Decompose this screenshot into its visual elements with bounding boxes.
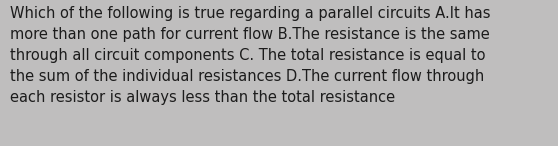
Text: Which of the following is true regarding a parallel circuits A.It has
more than : Which of the following is true regarding… — [10, 6, 490, 105]
